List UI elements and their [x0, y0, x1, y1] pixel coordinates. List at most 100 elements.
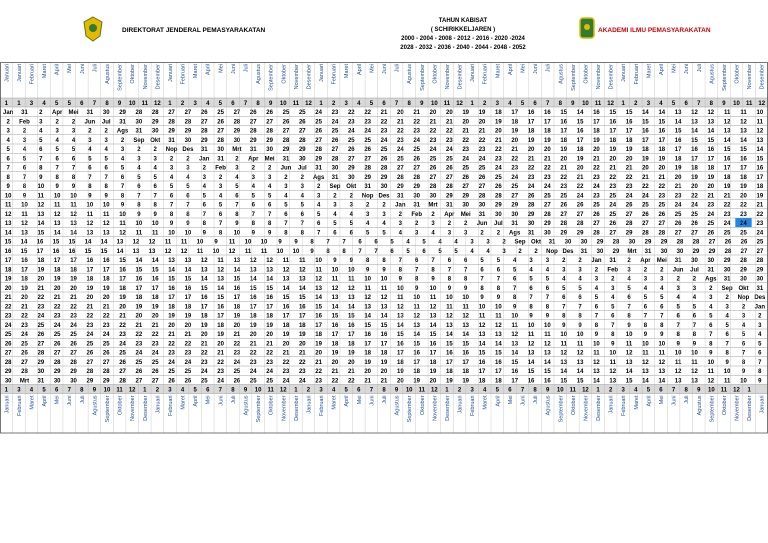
- day-cell: 4: [725, 314, 729, 320]
- day-cell: 3: [72, 129, 76, 135]
- day-cell: 2: [39, 110, 43, 116]
- day-cell: 18: [21, 277, 28, 283]
- day-cell: 6: [742, 341, 746, 347]
- day-cell: 23: [528, 175, 535, 181]
- month-number-footer: 7: [219, 388, 223, 394]
- day-cell: 28: [332, 156, 339, 162]
- day-cell: 17: [136, 286, 143, 292]
- day-cell: 25: [234, 369, 241, 375]
- day-cell: 28: [756, 258, 763, 264]
- day-cell: 9: [252, 230, 256, 236]
- day-cell: 18: [707, 166, 714, 172]
- day-cell: 20: [560, 156, 567, 162]
- day-cell: 29: [693, 249, 700, 255]
- day-cell: 11: [21, 212, 28, 218]
- day-cell: 2: [497, 230, 501, 236]
- day-cell: 26: [348, 147, 355, 153]
- day-cell: 16: [609, 119, 616, 125]
- day-cell: 5: [758, 341, 762, 347]
- day-cell: 26: [675, 221, 682, 227]
- day-cell: 7: [464, 267, 468, 273]
- day-cell: 21: [430, 119, 437, 125]
- day-cell: 13: [87, 230, 94, 236]
- day-cell: 30: [544, 230, 551, 236]
- day-cell: 10: [21, 203, 28, 209]
- day-cell: 18: [397, 360, 404, 366]
- month-label-top: Juli: [244, 64, 250, 72]
- day-cell: 13: [266, 267, 273, 273]
- day-cell: 11: [315, 267, 322, 273]
- month-number-footer: 4: [181, 388, 185, 394]
- month-label-top: Januari: [17, 64, 23, 82]
- day-cell: 19: [511, 129, 518, 135]
- day-cell: 28: [315, 147, 322, 153]
- month-label-top: Januari: [4, 64, 10, 82]
- day-cell: 19: [54, 277, 61, 283]
- month-label-bottom: April: [495, 396, 501, 407]
- day-cell: 20: [544, 147, 551, 153]
- day-cell: 14: [364, 314, 371, 320]
- month-number-footer: 10: [406, 388, 413, 394]
- day-cell: 10: [560, 332, 567, 338]
- day-cell: 29: [381, 175, 388, 181]
- day-cell: 3: [186, 166, 190, 172]
- day-cell: 24: [413, 138, 420, 144]
- day-cell: 29: [299, 147, 306, 153]
- day-cell: 12: [740, 119, 747, 125]
- day-cell: 12: [397, 304, 404, 310]
- day-cell: 10: [315, 258, 322, 264]
- day-cell: 24: [707, 212, 714, 218]
- day-cell: 14: [381, 314, 388, 320]
- day-cell: 24: [479, 156, 486, 162]
- month-label-bottom: Juni: [218, 396, 224, 406]
- day-cell: 5: [317, 212, 321, 218]
- day-cell: 27: [70, 351, 77, 357]
- day-cell: 27: [168, 110, 175, 116]
- day-cell: Nop: [362, 193, 374, 199]
- day-cell: 19: [560, 147, 567, 153]
- day-cell: Jul: [494, 221, 503, 227]
- month-number-footer: 1: [143, 388, 147, 394]
- day-cell: 17: [479, 369, 486, 375]
- day-cell: 2: [105, 129, 109, 135]
- day-cell: 23: [103, 323, 110, 329]
- day-cell: 23: [724, 212, 731, 218]
- day-cell: 9: [660, 332, 664, 338]
- day-cell: 15: [5, 240, 12, 246]
- day-cell: 23: [54, 314, 61, 320]
- day-cell: Okt: [346, 184, 356, 190]
- day-cell: 16: [332, 323, 339, 329]
- day-cell: 10: [544, 323, 551, 329]
- day-cell: 4: [454, 240, 458, 246]
- day-cell: 14: [724, 138, 731, 144]
- month-number: 10: [280, 101, 287, 107]
- day-cell: 6: [513, 277, 517, 283]
- day-cell: 16: [152, 277, 159, 283]
- day-cell: 22: [87, 314, 94, 320]
- day-cell: 20: [266, 332, 273, 338]
- day-cell: 23: [185, 351, 192, 357]
- day-cell: 20: [381, 369, 388, 375]
- day-cell: 13: [315, 286, 322, 292]
- day-cell: 5: [382, 230, 386, 236]
- day-cell: 6: [350, 230, 354, 236]
- day-cell: 26: [479, 175, 486, 181]
- day-cell: Sep: [329, 184, 340, 190]
- day-cell: 29: [462, 193, 469, 199]
- calendar-grid: JanuariFebruariFebruariMaretMaretAprilAp…: [0, 62, 768, 434]
- day-cell: 2: [578, 258, 582, 264]
- day-cell: Feb: [411, 212, 422, 218]
- day-cell: 12: [250, 258, 257, 264]
- day-cell: 22: [5, 304, 12, 310]
- day-cell: 4: [676, 295, 680, 301]
- month-label-top: Januari: [168, 64, 174, 82]
- day-cell: 19: [462, 378, 469, 384]
- day-cell: 7: [725, 341, 729, 347]
- day-cell: 20: [528, 147, 535, 153]
- day-cell: 19: [528, 138, 535, 144]
- day-cell: 2: [6, 119, 10, 125]
- day-cell: 2: [284, 175, 288, 181]
- month-label-top: Februari: [181, 64, 187, 84]
- day-cell: 30: [629, 240, 636, 246]
- day-cell: 7: [56, 166, 60, 172]
